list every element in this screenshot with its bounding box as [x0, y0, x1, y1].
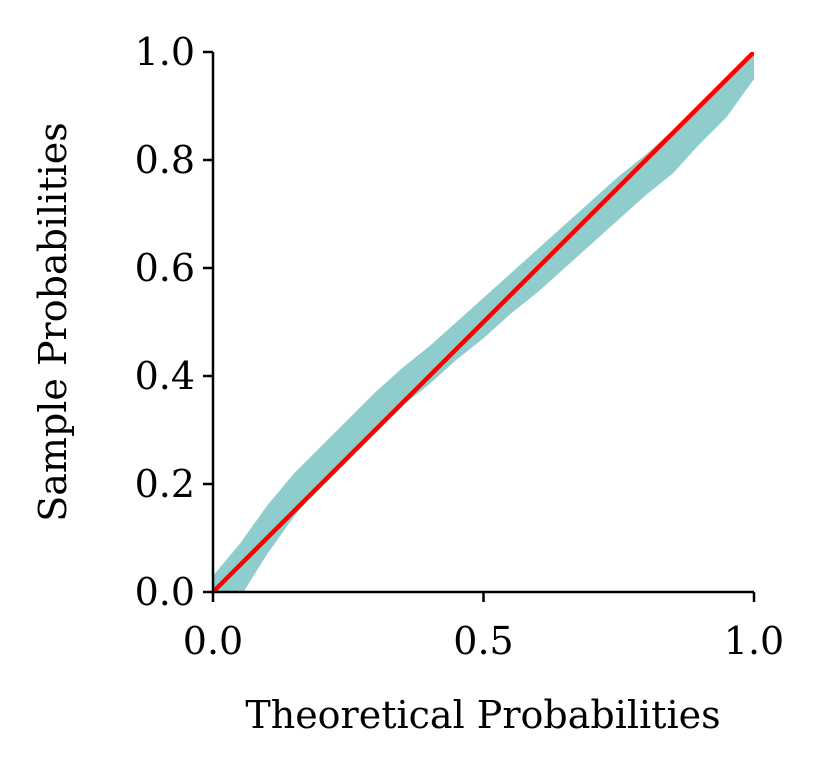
- y-tick-label: 0.6: [135, 246, 195, 290]
- plot-area: [213, 52, 754, 592]
- y-tick-label: 0.0: [135, 570, 195, 614]
- y-axis-label: Sample Probabilities: [31, 122, 75, 522]
- y-tick-label: 0.2: [135, 462, 195, 506]
- y-tick-label: 1.0: [135, 30, 195, 74]
- x-tick-label: 1.0: [724, 619, 784, 663]
- reference-line: [213, 52, 754, 592]
- x-tick-label: 0.0: [183, 619, 243, 663]
- axes: 0.0 0.5 1.0 0.0 0.2 0.4 0.6 0.8 1.0: [135, 30, 785, 663]
- y-tick-label: 0.4: [135, 354, 195, 398]
- x-axis-label: Theoretical Probabilities: [245, 693, 720, 737]
- x-tick-label: 0.5: [453, 619, 513, 663]
- y-tick-label: 0.8: [135, 138, 195, 182]
